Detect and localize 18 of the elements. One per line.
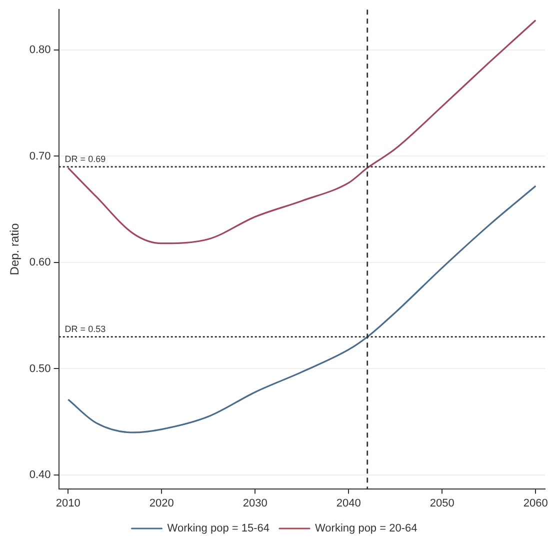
y-tick-label: 0.50: [29, 362, 51, 375]
x-tick-label: 2020: [149, 497, 174, 510]
x-tick-label: 2060: [523, 497, 548, 510]
x-tick-label: 2030: [242, 497, 268, 510]
ref-line-label: DR = 0.69: [64, 154, 106, 164]
ref-line-label: DR = 0.53: [64, 324, 106, 334]
y-tick-label: 0.70: [29, 150, 51, 162]
x-tick-label: 2010: [56, 497, 80, 510]
legend-label: Working pop = 20-64: [315, 522, 418, 535]
y-tick-label: 0.60: [29, 256, 51, 269]
y-tick-label: 0.40: [29, 469, 51, 482]
line-series: [67, 19, 536, 244]
x-tick-label: 2050: [430, 497, 454, 510]
line-series: [67, 185, 536, 434]
x-tick-label: 2040: [336, 497, 361, 510]
y-axis-title: Dep. ratio: [8, 222, 22, 276]
y-tick-label: 0.80: [29, 44, 51, 56]
legend-label: Working pop = 15-64: [167, 522, 270, 535]
